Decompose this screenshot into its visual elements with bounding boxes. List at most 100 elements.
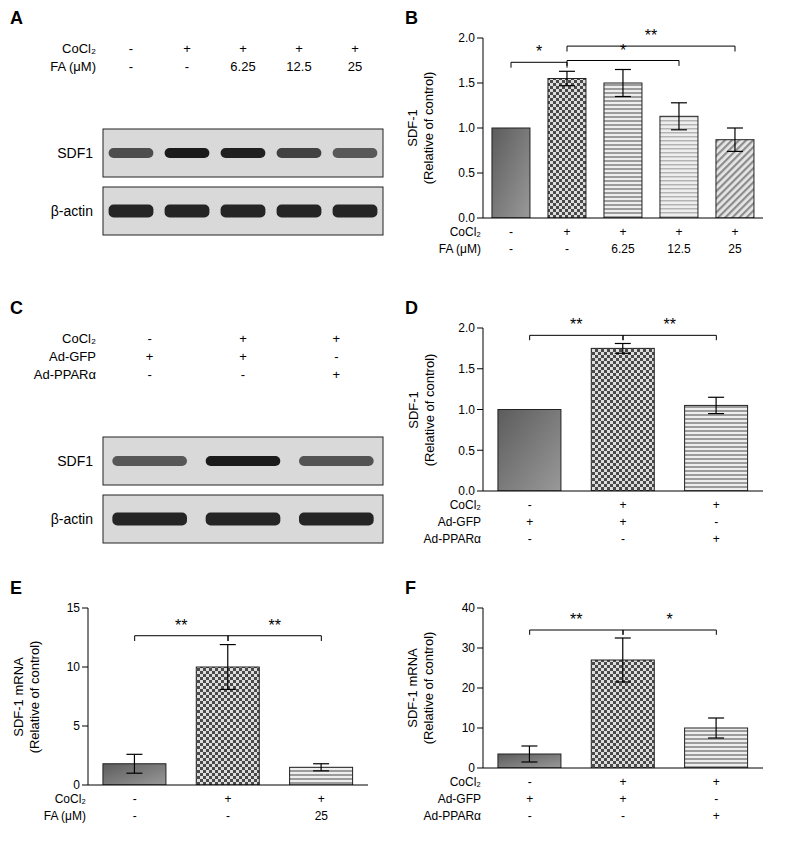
svg-text:+: +	[731, 225, 738, 239]
svg-text:+: +	[713, 775, 720, 789]
svg-text:12.5: 12.5	[286, 59, 311, 74]
svg-text:+: +	[526, 515, 533, 529]
svg-text:25: 25	[348, 59, 362, 74]
svg-text:0: 0	[468, 761, 475, 775]
svg-text:0.0: 0.0	[458, 211, 475, 225]
svg-text:10: 10	[67, 660, 81, 674]
svg-text:-: -	[621, 532, 625, 546]
svg-text:SDF1: SDF1	[57, 145, 93, 161]
svg-text:**: **	[663, 316, 675, 333]
svg-text:+: +	[713, 532, 720, 546]
svg-text:+: +	[239, 41, 247, 56]
svg-text:-: -	[714, 515, 718, 529]
svg-text:2.0: 2.0	[458, 321, 475, 335]
svg-text:-: -	[147, 367, 151, 382]
svg-text:10: 10	[462, 721, 476, 735]
svg-text:1.5: 1.5	[458, 362, 475, 376]
svg-text:-: -	[528, 809, 532, 823]
svg-text:5: 5	[73, 719, 80, 733]
svg-text:β-actin: β-actin	[51, 203, 93, 219]
svg-text:6.25: 6.25	[611, 242, 635, 256]
svg-text:Ad-GFP: Ad-GFP	[438, 792, 481, 806]
svg-text:+: +	[333, 367, 341, 382]
svg-text:CoCl₂: CoCl₂	[450, 775, 482, 789]
svg-text:1.0: 1.0	[458, 121, 475, 135]
svg-text:+: +	[619, 515, 626, 529]
svg-text:**: **	[570, 316, 582, 333]
svg-text:25: 25	[315, 809, 329, 823]
svg-text:-: -	[185, 59, 189, 74]
svg-text:β-actin: β-actin	[51, 511, 93, 527]
svg-text:-: -	[226, 809, 230, 823]
svg-text:0.5: 0.5	[458, 444, 475, 458]
svg-text:+: +	[563, 225, 570, 239]
svg-text:2.0: 2.0	[458, 31, 475, 45]
svg-text:0.0: 0.0	[458, 484, 475, 498]
svg-text:-: -	[129, 41, 133, 56]
svg-text:0.5: 0.5	[458, 166, 475, 180]
svg-text:25: 25	[728, 242, 742, 256]
svg-text:12.5: 12.5	[667, 242, 691, 256]
svg-text:-: -	[509, 242, 513, 256]
svg-text:15: 15	[67, 601, 81, 615]
svg-text:-: -	[133, 809, 137, 823]
svg-text:CoCl₂: CoCl₂	[62, 41, 96, 56]
svg-text:1.0: 1.0	[458, 403, 475, 417]
svg-text:+: +	[619, 792, 626, 806]
svg-text:1.5: 1.5	[458, 76, 475, 90]
svg-text:+: +	[675, 225, 682, 239]
svg-text:-: -	[241, 367, 245, 382]
svg-text:Ad-GFP: Ad-GFP	[438, 515, 481, 529]
svg-text:CoCl₂: CoCl₂	[55, 792, 87, 806]
svg-text:+: +	[224, 792, 231, 806]
svg-text:30: 30	[462, 641, 476, 655]
svg-text:+: +	[619, 498, 626, 512]
svg-text:6.25: 6.25	[230, 59, 255, 74]
svg-text:**: **	[645, 27, 657, 44]
svg-text:FA (μM): FA (μM)	[50, 59, 96, 74]
svg-text:+: +	[713, 498, 720, 512]
svg-text:40: 40	[462, 601, 476, 615]
svg-text:+: +	[295, 41, 303, 56]
svg-text:+: +	[239, 331, 247, 346]
svg-text:-: -	[147, 331, 151, 346]
svg-text:FA (μM): FA (μM)	[439, 242, 481, 256]
svg-text:0: 0	[73, 778, 80, 792]
svg-text:FA (μM): FA (μM)	[44, 809, 86, 823]
svg-text:-: -	[133, 792, 137, 806]
svg-text:Ad-PPARα: Ad-PPARα	[424, 809, 481, 823]
svg-text:Ad-PPARα: Ad-PPARα	[34, 367, 97, 382]
svg-text:+: +	[713, 809, 720, 823]
svg-text:20: 20	[462, 681, 476, 695]
svg-text:*: *	[667, 611, 673, 628]
svg-text:*: *	[536, 43, 542, 60]
svg-text:+: +	[333, 331, 341, 346]
svg-text:-: -	[509, 225, 513, 239]
svg-text:**: **	[570, 611, 582, 628]
svg-text:+: +	[318, 792, 325, 806]
svg-text:+: +	[239, 349, 247, 364]
svg-text:-: -	[714, 792, 718, 806]
svg-text:**: **	[175, 617, 187, 634]
svg-text:+: +	[526, 792, 533, 806]
svg-text:CoCl₂: CoCl₂	[62, 331, 96, 346]
svg-text:**: **	[268, 617, 280, 634]
svg-text:-: -	[621, 809, 625, 823]
svg-text:*: *	[620, 42, 626, 59]
svg-text:-: -	[565, 242, 569, 256]
svg-text:-: -	[129, 59, 133, 74]
svg-text:-: -	[528, 775, 532, 789]
svg-text:+: +	[183, 41, 191, 56]
svg-text:SDF1: SDF1	[57, 453, 93, 469]
svg-text:Ad-PPARα: Ad-PPARα	[424, 532, 481, 546]
svg-text:+: +	[619, 225, 626, 239]
svg-text:-: -	[528, 498, 532, 512]
svg-text:+: +	[619, 775, 626, 789]
svg-text:Ad-GFP: Ad-GFP	[49, 349, 96, 364]
svg-text:+: +	[351, 41, 359, 56]
svg-text:CoCl₂: CoCl₂	[450, 225, 482, 239]
svg-text:-: -	[334, 349, 338, 364]
svg-text:+: +	[146, 349, 154, 364]
svg-text:CoCl₂: CoCl₂	[450, 498, 482, 512]
svg-text:-: -	[528, 532, 532, 546]
